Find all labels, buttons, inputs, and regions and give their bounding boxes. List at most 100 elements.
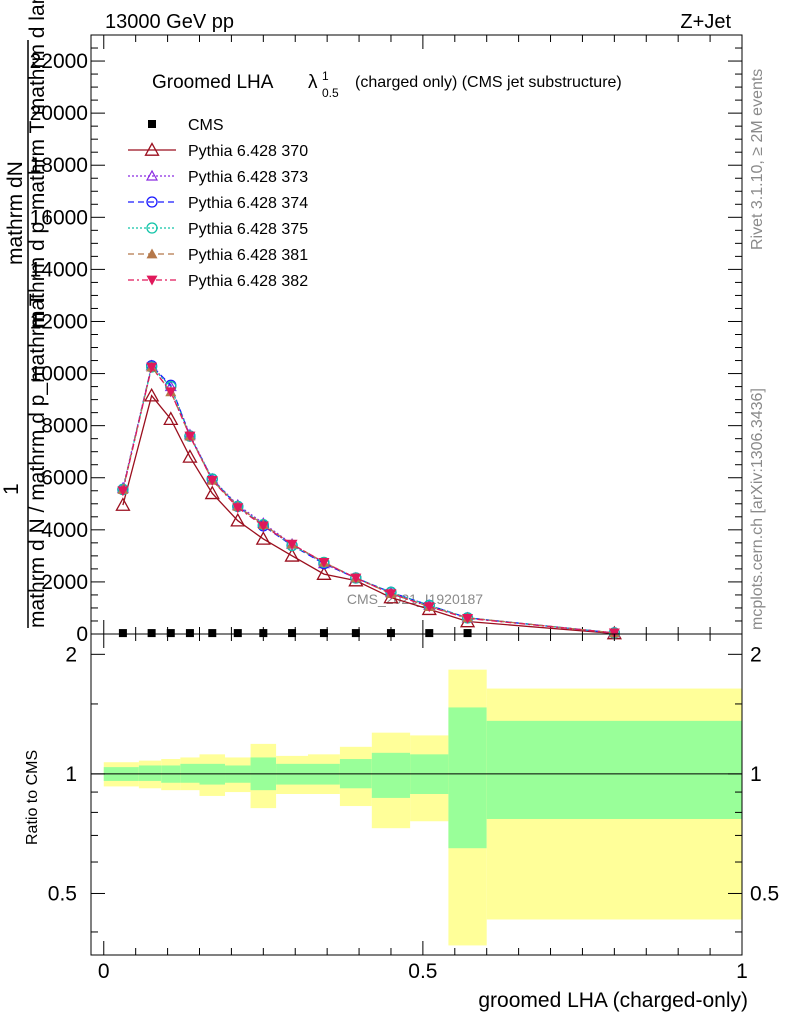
marker-filled-triangle-down (318, 557, 330, 568)
legend-entry: Pythia 6.428 381 (128, 247, 308, 264)
series-cms (118, 629, 472, 638)
legend-label: Pythia 6.428 375 (188, 221, 308, 238)
marker-square (351, 629, 360, 638)
marker-square (166, 629, 175, 638)
series-layer (115, 359, 622, 640)
x-tick-label: 1 (736, 960, 748, 983)
marker-square (208, 629, 217, 638)
marker-filled-triangle-down (165, 387, 177, 398)
ratio-y-tick-label: 1 (65, 763, 77, 786)
ylabel-mid: mathrm d p_mathrm T mathrm d lambda (26, 0, 49, 328)
marker-open-triangle (316, 566, 332, 580)
marker-square (259, 629, 268, 638)
legend: CMS Pythia 6.428 370 Pythia 6.428 373 Pythi… (128, 117, 308, 290)
ratio-band-green (486, 720, 742, 819)
marker-square (463, 629, 472, 638)
legend-entry: Pythia 6.428 370 (128, 142, 308, 160)
legend-entry: Pythia 6.428 382 (128, 273, 308, 290)
main-y-tick-label: 20000 (30, 102, 88, 125)
marker-open-triangle (144, 387, 160, 402)
main-y-tick-label: 22000 (30, 50, 88, 73)
ratio-plot-frame (90, 633, 743, 956)
plot-title: Groomed LHA λ 1 0.5 (charged only) (CMS … (152, 69, 622, 100)
ratio-y-tick-label-right: 0.5 (750, 882, 779, 905)
ratio-band-green (371, 752, 411, 798)
main-y-tick-label: 4000 (41, 519, 88, 542)
marker-filled-triangle-down (206, 475, 218, 486)
series-line (122, 365, 615, 634)
marker-filled-triangle-down (146, 362, 158, 373)
marker-filled-triangle-down (232, 503, 244, 514)
main-axis-ticks (91, 35, 743, 635)
x-tick-label: 0.5 (408, 960, 437, 983)
marker-square (425, 629, 434, 638)
marker-open-triangle (230, 512, 246, 527)
marker-open-triangle (144, 142, 160, 156)
legend-entry: Pythia 6.428 373 (128, 169, 308, 186)
title-main: Groomed LHA (152, 72, 274, 93)
marker-open-triangle (163, 411, 179, 425)
main-y-tick-label: 8000 (41, 415, 88, 438)
legend-label: Pythia 6.428 381 (188, 247, 308, 264)
marker-filled-triangle-down (385, 589, 397, 600)
marker-filled-triangle-down (286, 539, 298, 550)
ratio-band-green (448, 707, 487, 849)
rivet-version-label: Rivet 3.1.10, ≥ 2M events (749, 69, 766, 250)
analysis-watermark: CMS_2021_I1920187 (347, 591, 483, 607)
header-energy: 13000 GeV pp (105, 11, 234, 33)
main-y-tick-label: 16000 (30, 206, 88, 229)
ratio-axis-ticks (91, 634, 743, 955)
main-y-tick-label: 12000 (30, 310, 88, 333)
mcplots-label: mcplots.cern.ch [arXiv:1306.3436] (749, 388, 766, 630)
marker-square (319, 629, 328, 638)
x-tick-label: 0 (98, 960, 110, 983)
series-line (122, 394, 615, 635)
header-process: Z+Jet (680, 11, 731, 33)
main-y-tick-label: 0 (76, 623, 88, 646)
series-pythia-6-428-382 (117, 362, 620, 639)
marker-filled-triangle-down (350, 573, 362, 584)
ratio-band-green (138, 765, 162, 781)
main-y-tick-label: 14000 (30, 258, 88, 281)
title-subscript: 0.5 (322, 86, 339, 100)
marker-filled-triangle-down (257, 521, 269, 532)
legend-entry: CMS (148, 117, 224, 134)
legend-label: Pythia 6.428 382 (188, 273, 308, 290)
marker-filled-triangle-down (462, 613, 474, 624)
x-tick-labels: 0 0.5 1 (98, 960, 748, 983)
ratio-y-tick-labels: 0.5 0.5 1 1 2 2 (48, 643, 779, 905)
marker-square (233, 629, 242, 638)
marker-filled-triangle-down (117, 486, 129, 497)
ratio-y-tick-label: 2 (65, 643, 77, 666)
marker-square (288, 629, 297, 638)
ylabel-top: mathrm dN (4, 161, 27, 265)
marker-open-circle (146, 196, 158, 208)
legend-label: Pythia 6.428 370 (188, 143, 308, 160)
marker-square (185, 629, 194, 638)
marker-open-triangle-small (145, 169, 159, 181)
marker-open-circle (146, 222, 158, 234)
main-y-axis-label: mathrm dN mathrm d p_mathrm T mathrm d l… (0, 0, 49, 628)
legend-label: CMS (188, 117, 224, 134)
title-superscript: 1 (322, 69, 329, 83)
marker-filled-triangle-down (146, 275, 158, 286)
main-y-tick-label: 2000 (41, 571, 88, 594)
main-y-tick-labels: 0 2000 4000 6000 8000 10000 12000 14000 16000 180… (30, 50, 88, 646)
ylabel-bottom: mathrm d N / mathrm d p_mathrm T (26, 293, 49, 628)
marker-square (148, 120, 156, 128)
marker-square (386, 629, 395, 638)
marker-filled-triangle-down (184, 431, 196, 442)
main-y-tick-label: 10000 (30, 363, 88, 386)
series-line (122, 364, 615, 634)
marker-filled-triangle (146, 248, 158, 259)
title-rest: (charged only) (CMS jet substructure) (355, 74, 622, 91)
x-axis-label: groomed LHA (charged-only) (478, 989, 748, 1012)
ratio-y-axis-label: Ratio to CMS (24, 750, 41, 845)
ratio-band-green (180, 763, 200, 783)
marker-filled-triangle-down (423, 602, 435, 613)
marker-open-triangle (255, 531, 271, 545)
main-y-tick-label: 18000 (30, 154, 88, 177)
marker-open-triangle (115, 497, 131, 511)
marker-square (118, 629, 127, 638)
